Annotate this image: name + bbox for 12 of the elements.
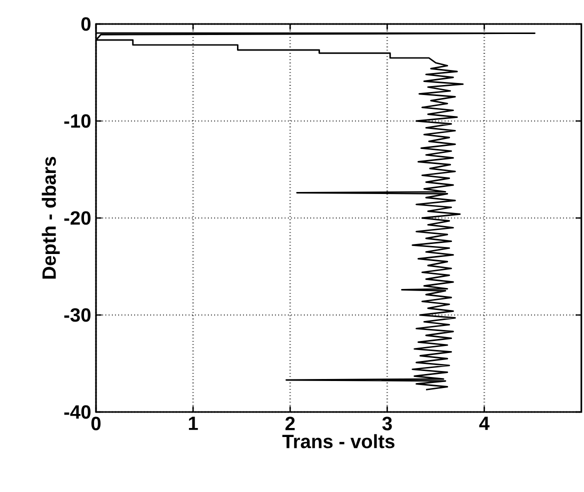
x-tick-label: 4 [479,416,490,430]
x-tick-label: 2 [285,416,295,430]
y-tick-label: -30 [64,308,90,322]
y-tick-label: -20 [64,211,90,225]
x-tick-label: 1 [188,416,198,430]
y-tick-label: -10 [64,114,90,128]
x-tick-label: 3 [382,416,392,430]
y-tick-label: 0 [81,17,91,31]
x-tick-label: 0 [91,416,101,430]
y-axis-title: Depth - dbars [42,156,60,279]
x-axis-title: Trans - volts [282,434,394,448]
y-tick-label: -40 [64,405,90,419]
